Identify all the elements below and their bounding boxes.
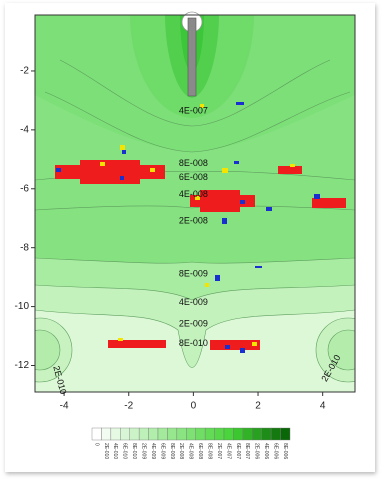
colorbar-cell xyxy=(280,427,291,441)
colorbar-label: 8E-009 xyxy=(169,443,175,459)
colorbar-cell xyxy=(242,427,253,441)
y-tick-label: -8 xyxy=(20,242,29,253)
colorbar-cell xyxy=(101,427,112,441)
contour-label: 6E-008 xyxy=(179,172,208,182)
colorbar-cell xyxy=(252,427,262,441)
colorbar-cell xyxy=(167,427,178,441)
colorbar-label: 8E-007 xyxy=(244,443,250,459)
colorbar-label: 4E-007 xyxy=(225,443,231,459)
colorbar-cell xyxy=(91,427,102,441)
x-tick-label: -2 xyxy=(124,401,133,412)
colorbar-label: 4E-009 xyxy=(150,443,156,459)
x-tick-label: 4 xyxy=(320,401,326,412)
colorbar-cell xyxy=(129,427,140,441)
contour-label: 2E-008 xyxy=(179,216,208,226)
contour-label: 4E-007 xyxy=(179,106,208,116)
contour-label: 8E-008 xyxy=(179,158,208,168)
colorbar-label: 4E-006 xyxy=(263,443,269,459)
colorbar-label: 8E-006 xyxy=(282,443,288,459)
colorbar-cell xyxy=(110,427,121,441)
colorbar-cell xyxy=(270,427,281,441)
colorbar-label: 8E-010 xyxy=(131,443,137,459)
colorbar-cell xyxy=(157,427,168,441)
colorbar-label: 2E-008 xyxy=(178,443,184,459)
y-tick-label: -2 xyxy=(20,66,29,77)
colorbar-label: 8E-008 xyxy=(207,443,213,459)
contour-label: 4E-009 xyxy=(179,297,208,307)
colorbar-label: 2E-009 xyxy=(141,443,147,459)
rod xyxy=(181,11,203,97)
colorbar-cell xyxy=(261,427,272,441)
colorbar-label: 2E-010 xyxy=(103,443,109,459)
y-tick-label: -12 xyxy=(15,360,30,371)
particle-clusters xyxy=(55,102,346,353)
colorbar-label: 4E-010 xyxy=(112,443,118,459)
colorbar-label: 4E-008 xyxy=(188,443,194,459)
colorbar-cell xyxy=(138,427,149,441)
contour-label: 8E-009 xyxy=(179,269,208,279)
y-tick-label: -4 xyxy=(20,125,29,136)
colorbar-cell xyxy=(214,427,225,441)
colorbar-cell xyxy=(233,427,244,441)
x-tick-label: 0 xyxy=(191,401,197,412)
colorbar-label: 2E-006 xyxy=(254,443,260,459)
colorbar-cell xyxy=(195,427,206,441)
plot-frame xyxy=(34,14,356,393)
colorbar-cell xyxy=(186,427,196,441)
contour-label: 2E-009 xyxy=(179,319,208,329)
y-tick-label: -10 xyxy=(15,301,30,312)
colorbar-cell xyxy=(204,427,215,441)
colorbar-label: 6E-008 xyxy=(197,443,203,459)
colorbar-label: 6E-006 xyxy=(273,443,279,459)
contour-label: 4E-008 xyxy=(179,189,208,199)
colorbar-cell xyxy=(120,427,130,441)
y-tick-label: -6 xyxy=(20,183,29,194)
colorbar-label: 2E-007 xyxy=(216,443,222,459)
x-tick-label: -4 xyxy=(60,401,69,412)
x-tick-label: 2 xyxy=(255,401,261,412)
colorbar-label: 6E-010 xyxy=(122,443,128,459)
colorbar-cell xyxy=(176,427,187,441)
colorbar-label: 6E-009 xyxy=(159,443,165,459)
colorbar-cell xyxy=(223,427,234,441)
colorbar-label: 6E-007 xyxy=(235,443,241,459)
contour-label: 8E-010 xyxy=(179,338,208,348)
colorbar-label: 0 xyxy=(93,443,99,446)
colorbar-cell xyxy=(148,427,159,441)
